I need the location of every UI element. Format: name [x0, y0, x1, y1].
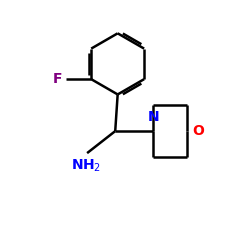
Text: NH$_2$: NH$_2$ — [71, 158, 101, 174]
Text: N: N — [147, 110, 159, 124]
Text: O: O — [193, 124, 204, 138]
Text: F: F — [53, 72, 62, 86]
